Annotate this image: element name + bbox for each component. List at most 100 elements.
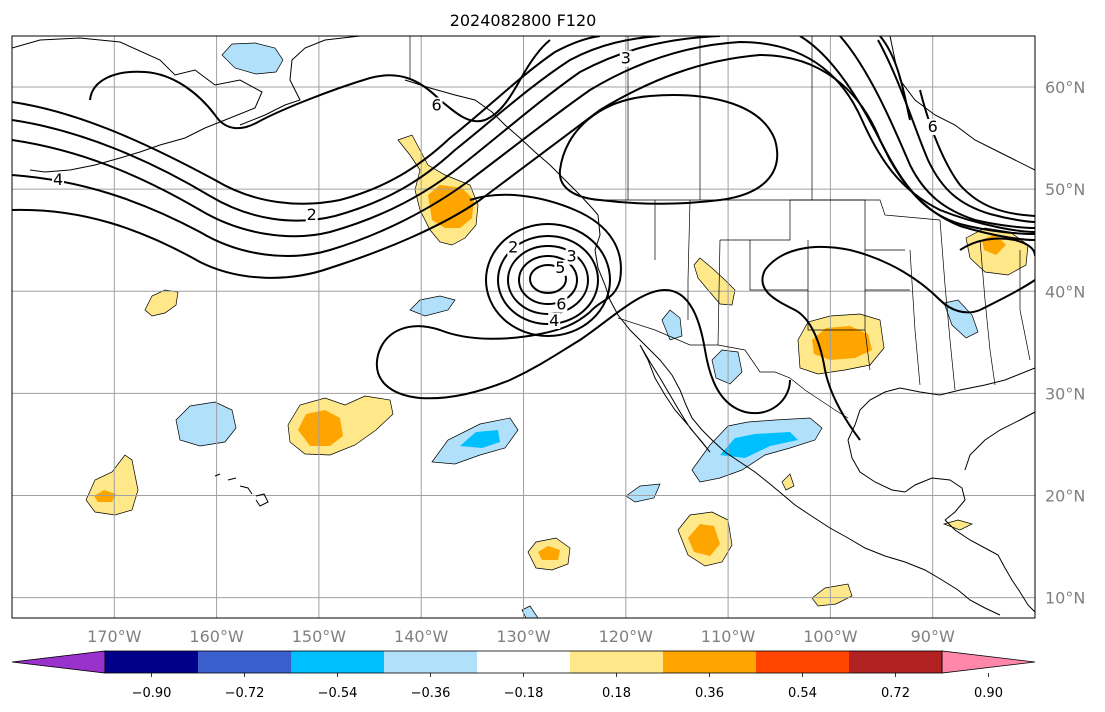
us-canada-border xyxy=(598,199,941,221)
positive-anomaly-core xyxy=(688,524,720,556)
contour-label-bg xyxy=(554,259,567,276)
longitude-tick-label: 110°W xyxy=(701,627,756,646)
positive-anomaly-area xyxy=(811,583,853,607)
negative-anomaly-area xyxy=(175,401,237,447)
longitude-labels: 170°W 160°W 150°W 140°W 130°W 120°W 110°W 100°W… xyxy=(87,627,955,646)
contour-line xyxy=(839,36,1035,229)
colorbar-swatch xyxy=(477,651,571,673)
contour-line xyxy=(375,193,791,415)
contour-label: 4 xyxy=(53,170,63,189)
contour-line xyxy=(959,237,1035,257)
hudson-bay-coast xyxy=(889,36,1035,171)
negative-anomaly-area xyxy=(221,42,284,75)
contour-line xyxy=(12,36,721,238)
contour-label-bg xyxy=(565,248,578,265)
contour-ring xyxy=(485,223,611,337)
colorbar-swatch xyxy=(384,651,478,673)
longitude-tick-label: 130°W xyxy=(496,627,551,646)
contour-line xyxy=(879,36,911,121)
contour-label-bg xyxy=(305,206,318,223)
colorbar-tick-label: −0.36 xyxy=(411,686,451,701)
hawaii-islands xyxy=(214,473,269,507)
contour-label: 2 xyxy=(508,237,518,256)
contour-label-bg xyxy=(619,50,632,67)
contour-label: 6 xyxy=(431,96,441,115)
colorbar-extend-high xyxy=(941,650,1036,674)
central-america xyxy=(944,519,1035,613)
colorbar-tick-label: 0.90 xyxy=(974,686,1003,701)
contour-label-bg xyxy=(555,296,568,313)
us-west-coast xyxy=(594,214,1001,616)
contour-label: 3 xyxy=(566,247,576,266)
latitude-tick-label: 30°N xyxy=(1045,384,1085,403)
contour-label: 6 xyxy=(556,295,566,314)
contour-label-bg xyxy=(52,172,65,189)
colorbar-swatch xyxy=(570,651,664,673)
contour-label: 2 xyxy=(307,205,317,224)
contour-label: 4 xyxy=(549,311,559,330)
colorbar-tick-label: 0.36 xyxy=(695,686,724,701)
longitude-tick-label: 120°W xyxy=(599,627,654,646)
positive-anomaly-area xyxy=(144,289,179,317)
colorbar: −0.90 −0.72 −0.54 −0.36 −0.18 0.18 0.36 0.54 0.7… xyxy=(11,650,1036,701)
contour-ring xyxy=(518,255,578,305)
colorbar-tick-label: 0.18 xyxy=(602,686,631,701)
gridlines xyxy=(12,36,1035,618)
contour-line xyxy=(799,36,1035,235)
contour-line xyxy=(761,246,1035,441)
longitude-tick-label: 150°W xyxy=(292,627,347,646)
us-state-borders xyxy=(654,199,1031,391)
colorbar-swatch xyxy=(663,651,757,673)
colorbar-tick-label: 0.72 xyxy=(881,686,910,701)
contour-line xyxy=(877,39,1035,223)
negative-anomaly-core xyxy=(720,432,798,458)
negative-anomaly-core xyxy=(460,430,500,448)
positive-anomaly-area xyxy=(942,519,973,531)
negative-anomaly-area xyxy=(661,309,683,341)
us-mexico-border xyxy=(617,317,849,419)
contour-label: 3 xyxy=(621,49,631,68)
negative-anomaly-area xyxy=(625,483,661,503)
anomaly-shading xyxy=(85,42,1029,618)
contour-line xyxy=(919,89,1035,217)
negative-anomaly-area xyxy=(409,295,456,317)
contour-line xyxy=(558,94,779,205)
positive-anomaly-area xyxy=(781,473,795,491)
positive-anomaly-core xyxy=(298,410,343,446)
latitude-labels: 60°N 50°N 40°N 30°N 20°N 10°N xyxy=(1045,78,1085,608)
longitude-tick-label: 140°W xyxy=(394,627,449,646)
latitude-tick-label: 10°N xyxy=(1045,589,1085,608)
positive-anomaly-area xyxy=(693,257,736,306)
contour-label-bg xyxy=(548,312,561,329)
gulf-coast xyxy=(847,367,1035,521)
latitude-tick-label: 20°N xyxy=(1045,486,1085,505)
latitude-tick-label: 40°N xyxy=(1045,282,1085,301)
colorbar-tick-label: 0.54 xyxy=(788,686,817,701)
longitude-tick-label: 90°W xyxy=(911,627,955,646)
contour-label: 5 xyxy=(555,258,565,277)
contour-lines xyxy=(12,36,1035,441)
contour-label: 6 xyxy=(928,117,938,136)
baja-peninsula xyxy=(639,344,711,453)
colorbar-swatch xyxy=(849,651,943,673)
positive-anomaly-area xyxy=(85,454,139,516)
map-title: 2024082800 F120 xyxy=(450,11,597,30)
map-frame xyxy=(11,35,1036,619)
latitude-tick-label: 60°N xyxy=(1045,78,1085,97)
contour-ring xyxy=(529,264,567,294)
colorbar-swatch xyxy=(756,651,850,673)
colorbar-tick-label: −0.18 xyxy=(504,686,544,701)
negative-anomaly-area xyxy=(711,349,743,385)
contour-line xyxy=(89,39,551,130)
positive-anomaly-core xyxy=(812,326,872,360)
positive-anomaly-core xyxy=(428,185,474,228)
contour-label-bg xyxy=(926,118,939,135)
contour-line xyxy=(12,36,601,205)
colorbar-tick-label: −0.54 xyxy=(318,686,358,701)
colorbar-swatch xyxy=(291,651,385,673)
colorbar-swatch xyxy=(198,651,292,673)
contour-label-bg xyxy=(430,97,443,114)
